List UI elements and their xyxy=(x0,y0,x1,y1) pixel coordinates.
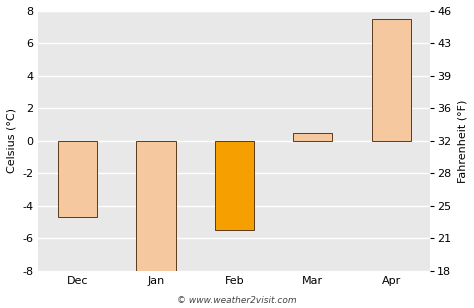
Bar xyxy=(372,19,410,141)
Bar xyxy=(58,141,97,217)
Bar xyxy=(293,133,332,141)
Y-axis label: Celsius (°C): Celsius (°C) xyxy=(7,108,17,173)
Y-axis label: Fahrenheit (°F): Fahrenheit (°F) xyxy=(457,99,467,183)
Text: © www.weather2visit.com: © www.weather2visit.com xyxy=(177,296,297,305)
Bar xyxy=(137,141,176,271)
Bar xyxy=(215,141,254,230)
